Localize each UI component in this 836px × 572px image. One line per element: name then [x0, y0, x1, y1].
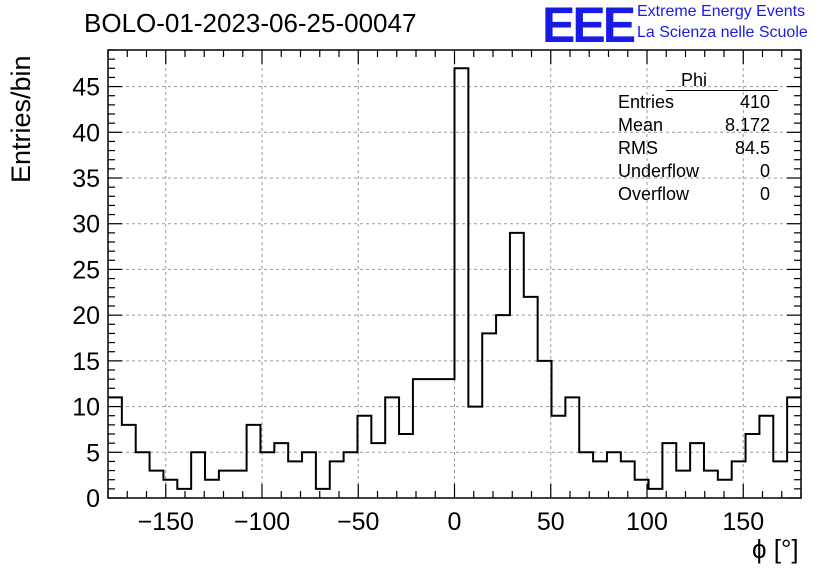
stats-row-mean: Mean 8.172: [610, 114, 778, 137]
histogram-bin: [718, 480, 732, 498]
y-tick-label: 5: [86, 439, 100, 467]
y-axis-label: Entries/bin: [6, 55, 36, 183]
x-tick-label: 150: [722, 508, 764, 536]
histogram-bin: [746, 434, 760, 498]
stats-value: 84.5: [734, 138, 770, 158]
histogram-bin: [385, 397, 399, 498]
stats-row-rms: RMS 84.5: [610, 137, 778, 160]
histogram-bin: [344, 452, 358, 498]
stats-row-overflow: Overflow 0: [610, 183, 778, 206]
stats-header: Phi: [666, 70, 778, 91]
histogram-bin: [524, 297, 538, 498]
histogram-bin: [676, 471, 690, 498]
histogram-bin: [247, 425, 261, 498]
histogram-bin: [108, 397, 122, 498]
histogram-bin: [565, 397, 579, 498]
stats-label: Mean: [618, 115, 664, 135]
histogram-bin: [122, 425, 136, 498]
histogram-bin: [399, 434, 413, 498]
y-tick-label: 30: [72, 211, 100, 239]
chart-title: BOLO-01-2023-06-25-00047: [84, 8, 417, 38]
histogram-bin: [773, 461, 787, 498]
histogram-bin: [427, 379, 441, 498]
histogram-bin: [136, 452, 150, 498]
eee-logo: EEE: [542, 0, 636, 53]
histogram-bin: [690, 443, 704, 498]
stats-label: Entries: [618, 92, 675, 112]
stats-label: Overflow: [618, 184, 690, 204]
x-tick-label: 100: [626, 508, 668, 536]
grid-lines: [108, 50, 801, 498]
stats-box: Phi Entries 410 Mean 8.172 RMS 84.5 Underfl…: [610, 70, 778, 206]
y-tick-label: 20: [72, 302, 100, 330]
stats-label: RMS: [618, 138, 658, 158]
histogram-bin: [579, 452, 593, 498]
x-tick-label: −50: [337, 508, 379, 536]
histogram-bin: [593, 461, 607, 498]
histogram-bin: [233, 471, 247, 498]
stats-name: Phi: [680, 70, 707, 90]
stats-value: 0: [759, 161, 770, 181]
histogram-bin: [510, 233, 524, 498]
histogram-bin: [662, 443, 676, 498]
stats-row-underflow: Underflow 0: [610, 160, 778, 183]
histogram-bin: [191, 452, 205, 498]
x-tick-label: −150: [138, 508, 194, 536]
logo-line-2: La Scienza nelle Scuole: [637, 24, 808, 41]
histogram-bin: [219, 471, 233, 498]
histogram-bin: [649, 489, 663, 498]
histogram-bin: [330, 461, 344, 498]
y-tick-label: 45: [72, 74, 100, 102]
y-tick-labels: 0 5 10 15 20 25 30 35 40 45: [72, 74, 100, 513]
stats-value: 0: [759, 184, 770, 204]
histogram-bin: [177, 489, 191, 498]
histogram-bin: [302, 452, 316, 498]
x-axis-label: ϕ [°]: [752, 534, 799, 564]
stats-value: 410: [739, 92, 770, 112]
histogram-bin: [274, 443, 288, 498]
histogram-bin: [205, 480, 219, 498]
histogram-bin: [371, 443, 385, 498]
histogram-bin: [316, 489, 330, 498]
histogram-bin: [413, 379, 427, 498]
histogram-bin: [787, 397, 801, 498]
axis-ticks: [107, 49, 802, 499]
y-tick-label: 40: [72, 119, 100, 147]
histogram-bin: [538, 361, 552, 498]
y-tick-label: 15: [72, 348, 100, 376]
y-tick-label: 25: [72, 256, 100, 284]
histogram-bin: [150, 471, 164, 498]
plot-frame: [107, 49, 802, 499]
y-tick-label: 10: [72, 394, 100, 422]
histogram-bin: [552, 416, 566, 498]
stats-label: Underflow: [618, 161, 700, 181]
y-tick-label: 0: [86, 485, 100, 513]
histogram-bin: [759, 416, 773, 498]
histogram-bin: [704, 471, 718, 498]
x-tick-label: −100: [234, 508, 290, 536]
histogram-bin: [357, 416, 371, 498]
logo-line-1: Extreme Energy Events: [637, 3, 806, 20]
stats-value: 8.172: [724, 115, 770, 135]
histogram-bin: [441, 379, 455, 498]
x-tick-labels: −150 −100 −50 0 50 100 150: [138, 508, 765, 536]
histogram-outline: [108, 67, 801, 490]
x-tick-label: 0: [448, 508, 462, 536]
histogram-bin: [482, 333, 496, 498]
stats-row-entries: Entries 410: [610, 91, 778, 114]
x-tick-label: 50: [537, 508, 565, 536]
y-tick-label: 35: [72, 165, 100, 193]
